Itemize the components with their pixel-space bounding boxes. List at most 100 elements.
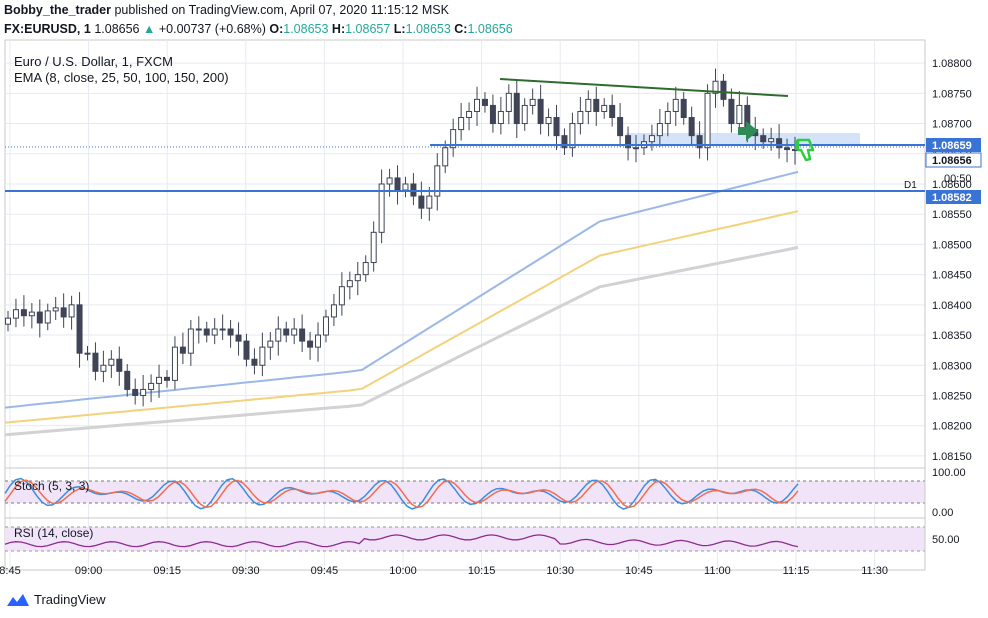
candle-body bbox=[307, 340, 314, 348]
candle-body bbox=[243, 340, 250, 360]
rsi-line bbox=[4, 534, 799, 548]
candle-body bbox=[60, 307, 67, 318]
candle-body bbox=[211, 328, 218, 336]
candle-body bbox=[617, 117, 624, 137]
time-tick-label: 11:30 bbox=[861, 565, 888, 577]
candles bbox=[5, 68, 798, 407]
last-price: 1.08656 bbox=[94, 22, 140, 36]
candle-body bbox=[577, 110, 584, 125]
stoch-k-line bbox=[4, 477, 799, 510]
candle-body bbox=[92, 352, 99, 372]
candle-body bbox=[434, 165, 441, 197]
countdown-timer: 00:50 bbox=[944, 173, 972, 185]
candle-body bbox=[20, 309, 27, 317]
candle-body bbox=[267, 340, 274, 348]
candle-body bbox=[450, 129, 457, 149]
time-tick-label: 8:45 bbox=[0, 565, 21, 577]
candle-body bbox=[291, 328, 298, 336]
stoch-top-tick: 100.00 bbox=[932, 467, 966, 479]
thumbs-down-icon[interactable] bbox=[795, 138, 815, 162]
candle-body bbox=[370, 231, 377, 264]
candle-body bbox=[283, 328, 290, 336]
candle-body bbox=[561, 135, 568, 149]
candle-body bbox=[315, 334, 322, 348]
time-tick-label: 09:00 bbox=[75, 565, 103, 577]
d1-label: D1 bbox=[904, 180, 917, 191]
stoch-bottom-tick: 0.00 bbox=[932, 507, 953, 519]
candle-body bbox=[171, 346, 178, 381]
candle-body bbox=[402, 183, 409, 191]
ema-gray-line bbox=[4, 245, 799, 437]
candle-body bbox=[275, 328, 282, 342]
candle-body bbox=[124, 370, 131, 390]
high-value: 1.08657 bbox=[345, 22, 391, 36]
candle-body bbox=[203, 328, 210, 336]
candle-body bbox=[553, 117, 560, 137]
price-tick-label: 1.08500 bbox=[932, 239, 972, 251]
candle-body bbox=[76, 304, 83, 354]
candle-body bbox=[251, 358, 258, 366]
price-tick-label: 1.08150 bbox=[932, 451, 972, 463]
candle-body bbox=[148, 382, 155, 390]
candle-body bbox=[466, 110, 473, 119]
candle-body bbox=[132, 388, 139, 396]
candle-body bbox=[52, 307, 59, 312]
candle-body bbox=[688, 117, 695, 137]
open-value: 1.08653 bbox=[283, 22, 329, 36]
candle-body bbox=[696, 135, 703, 149]
candle-body bbox=[569, 123, 576, 149]
candle-body bbox=[664, 110, 671, 125]
d1-level-tag-text: 1.08582 bbox=[932, 192, 972, 204]
footer-brand[interactable]: TradingView bbox=[6, 592, 106, 607]
right-arrow-icon[interactable] bbox=[738, 121, 758, 141]
time-tick-label: 10:00 bbox=[389, 565, 417, 577]
candle-body bbox=[633, 147, 640, 150]
price-tick-label: 1.08300 bbox=[932, 360, 972, 372]
candle-body bbox=[227, 328, 234, 336]
current-price-tag bbox=[925, 152, 982, 168]
ohlc-line: FX:EURUSD, 1 1.08656 ▲ +0.00737 (+0.68%)… bbox=[4, 22, 513, 36]
candle-body bbox=[394, 177, 401, 191]
price-tick-label: 1.08400 bbox=[932, 300, 972, 312]
candle-body bbox=[322, 316, 329, 336]
time-tick-label: 09:30 bbox=[232, 565, 260, 577]
stoch-legend: Stoch (5, 3, 3) bbox=[14, 479, 89, 493]
d1-level-tag[interactable] bbox=[926, 190, 981, 204]
candle-body bbox=[179, 346, 186, 354]
close-label: C: bbox=[454, 22, 468, 36]
candle-body bbox=[474, 98, 481, 112]
price-tick-label: 1.08550 bbox=[932, 209, 972, 221]
candle-body bbox=[163, 376, 170, 381]
rsi-mid-tick: 50.00 bbox=[932, 534, 960, 546]
price-tick-label: 1.08450 bbox=[932, 270, 972, 282]
candle-body bbox=[458, 117, 465, 131]
price-change: +0.00737 (+0.68%) bbox=[158, 22, 266, 36]
candle-body bbox=[378, 183, 385, 233]
time-tick-label: 10:45 bbox=[625, 565, 653, 577]
tradingview-logo-icon bbox=[7, 593, 29, 606]
ema-yellow-line bbox=[4, 210, 799, 424]
candle-body bbox=[704, 92, 711, 149]
candle-body bbox=[187, 328, 194, 354]
candle-body bbox=[585, 98, 592, 112]
candle-body bbox=[521, 104, 528, 125]
candle-body bbox=[140, 388, 147, 396]
price-tick-label: 1.08250 bbox=[932, 390, 972, 402]
author-name[interactable]: Bobby_the_trader bbox=[4, 3, 111, 17]
candle-body bbox=[505, 92, 512, 112]
price-tick-label: 1.08600 bbox=[932, 179, 972, 191]
candle-body bbox=[299, 328, 306, 342]
trendline[interactable] bbox=[499, 78, 789, 97]
candle-body bbox=[648, 135, 655, 143]
upper-level-tag-text: 1.08659 bbox=[932, 140, 972, 152]
candle-body bbox=[44, 310, 51, 324]
time-tick-label: 11:15 bbox=[783, 565, 810, 577]
candle-body bbox=[418, 195, 425, 209]
low-value: 1.08653 bbox=[405, 22, 451, 36]
candle-body bbox=[672, 98, 679, 112]
high-label: H: bbox=[331, 22, 346, 36]
candle-body bbox=[259, 346, 266, 366]
upper-level-tag[interactable] bbox=[926, 138, 981, 152]
candle-body bbox=[537, 98, 544, 125]
